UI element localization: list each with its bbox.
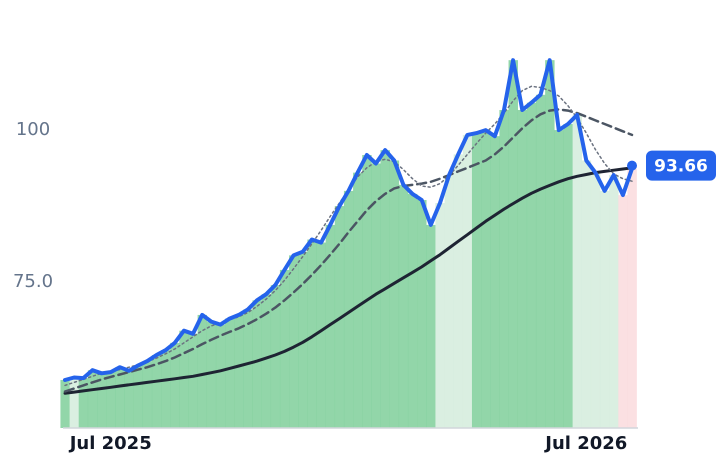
last-label: 93.66 xyxy=(654,157,708,177)
price-bar xyxy=(499,110,509,429)
price-bar xyxy=(225,318,235,428)
price-bar xyxy=(197,314,208,428)
price-bar xyxy=(343,190,354,428)
last-point xyxy=(627,160,637,171)
price-bar xyxy=(481,130,491,428)
price-bar xyxy=(554,130,564,428)
price-bar xyxy=(471,133,482,428)
price-bar xyxy=(581,160,592,429)
price-bar xyxy=(106,372,116,428)
price-bar xyxy=(407,193,418,428)
x-tick-label: Jul 2026 xyxy=(543,433,627,454)
last-label-box xyxy=(646,150,716,181)
price-bar xyxy=(462,134,473,428)
price-bar xyxy=(206,321,217,428)
price-bar xyxy=(398,184,409,428)
price-bar xyxy=(261,294,272,428)
price-bar xyxy=(572,114,583,428)
x-tick-label: Jul 2025 xyxy=(68,433,152,454)
y-tick-label: 100 xyxy=(16,119,50,140)
price-bar xyxy=(526,102,537,428)
price-bar xyxy=(316,242,326,428)
price-bar xyxy=(78,378,89,428)
price-bar xyxy=(563,124,573,428)
price-bar xyxy=(517,110,528,429)
price-bar xyxy=(124,370,134,428)
price-bar xyxy=(535,94,546,428)
price-bar xyxy=(87,370,98,428)
price-bar xyxy=(435,203,445,428)
y-tick-label: 75.0 xyxy=(13,271,53,292)
price-bar xyxy=(508,60,518,428)
price-bar xyxy=(599,190,610,428)
price-bar xyxy=(307,239,317,428)
price-bar xyxy=(298,251,308,428)
price-bar xyxy=(270,285,281,428)
price-bar xyxy=(609,175,619,428)
price-bar xyxy=(151,355,162,428)
price-bar xyxy=(215,324,226,428)
series-line xyxy=(63,108,634,393)
price-bar xyxy=(115,367,125,428)
price-bar xyxy=(490,136,500,428)
price-bar xyxy=(243,309,253,428)
price-bar xyxy=(142,361,153,428)
price-bar xyxy=(289,255,299,428)
price-bar xyxy=(417,200,427,428)
price-bar xyxy=(279,269,290,428)
price-bar xyxy=(69,377,80,428)
price-bar xyxy=(590,172,601,428)
series-line xyxy=(63,58,634,382)
price-bar xyxy=(453,154,464,428)
price-bar xyxy=(170,342,180,428)
price-bar xyxy=(188,333,198,428)
price-bar xyxy=(234,314,244,428)
price-bar xyxy=(444,175,454,428)
price-bar xyxy=(426,224,436,428)
price-bar xyxy=(179,330,189,428)
price-bar xyxy=(362,155,372,428)
price-bar xyxy=(60,379,70,428)
price-bar xyxy=(389,160,400,429)
price-bar xyxy=(161,350,171,428)
price-bar xyxy=(627,168,637,428)
price-bar xyxy=(252,300,262,428)
series-line xyxy=(63,166,634,395)
price-bar xyxy=(545,60,555,428)
price-bar xyxy=(325,224,336,428)
price-bar xyxy=(133,365,144,428)
price-bar xyxy=(353,172,363,428)
price-bar xyxy=(97,373,107,428)
price-bar xyxy=(618,195,628,428)
